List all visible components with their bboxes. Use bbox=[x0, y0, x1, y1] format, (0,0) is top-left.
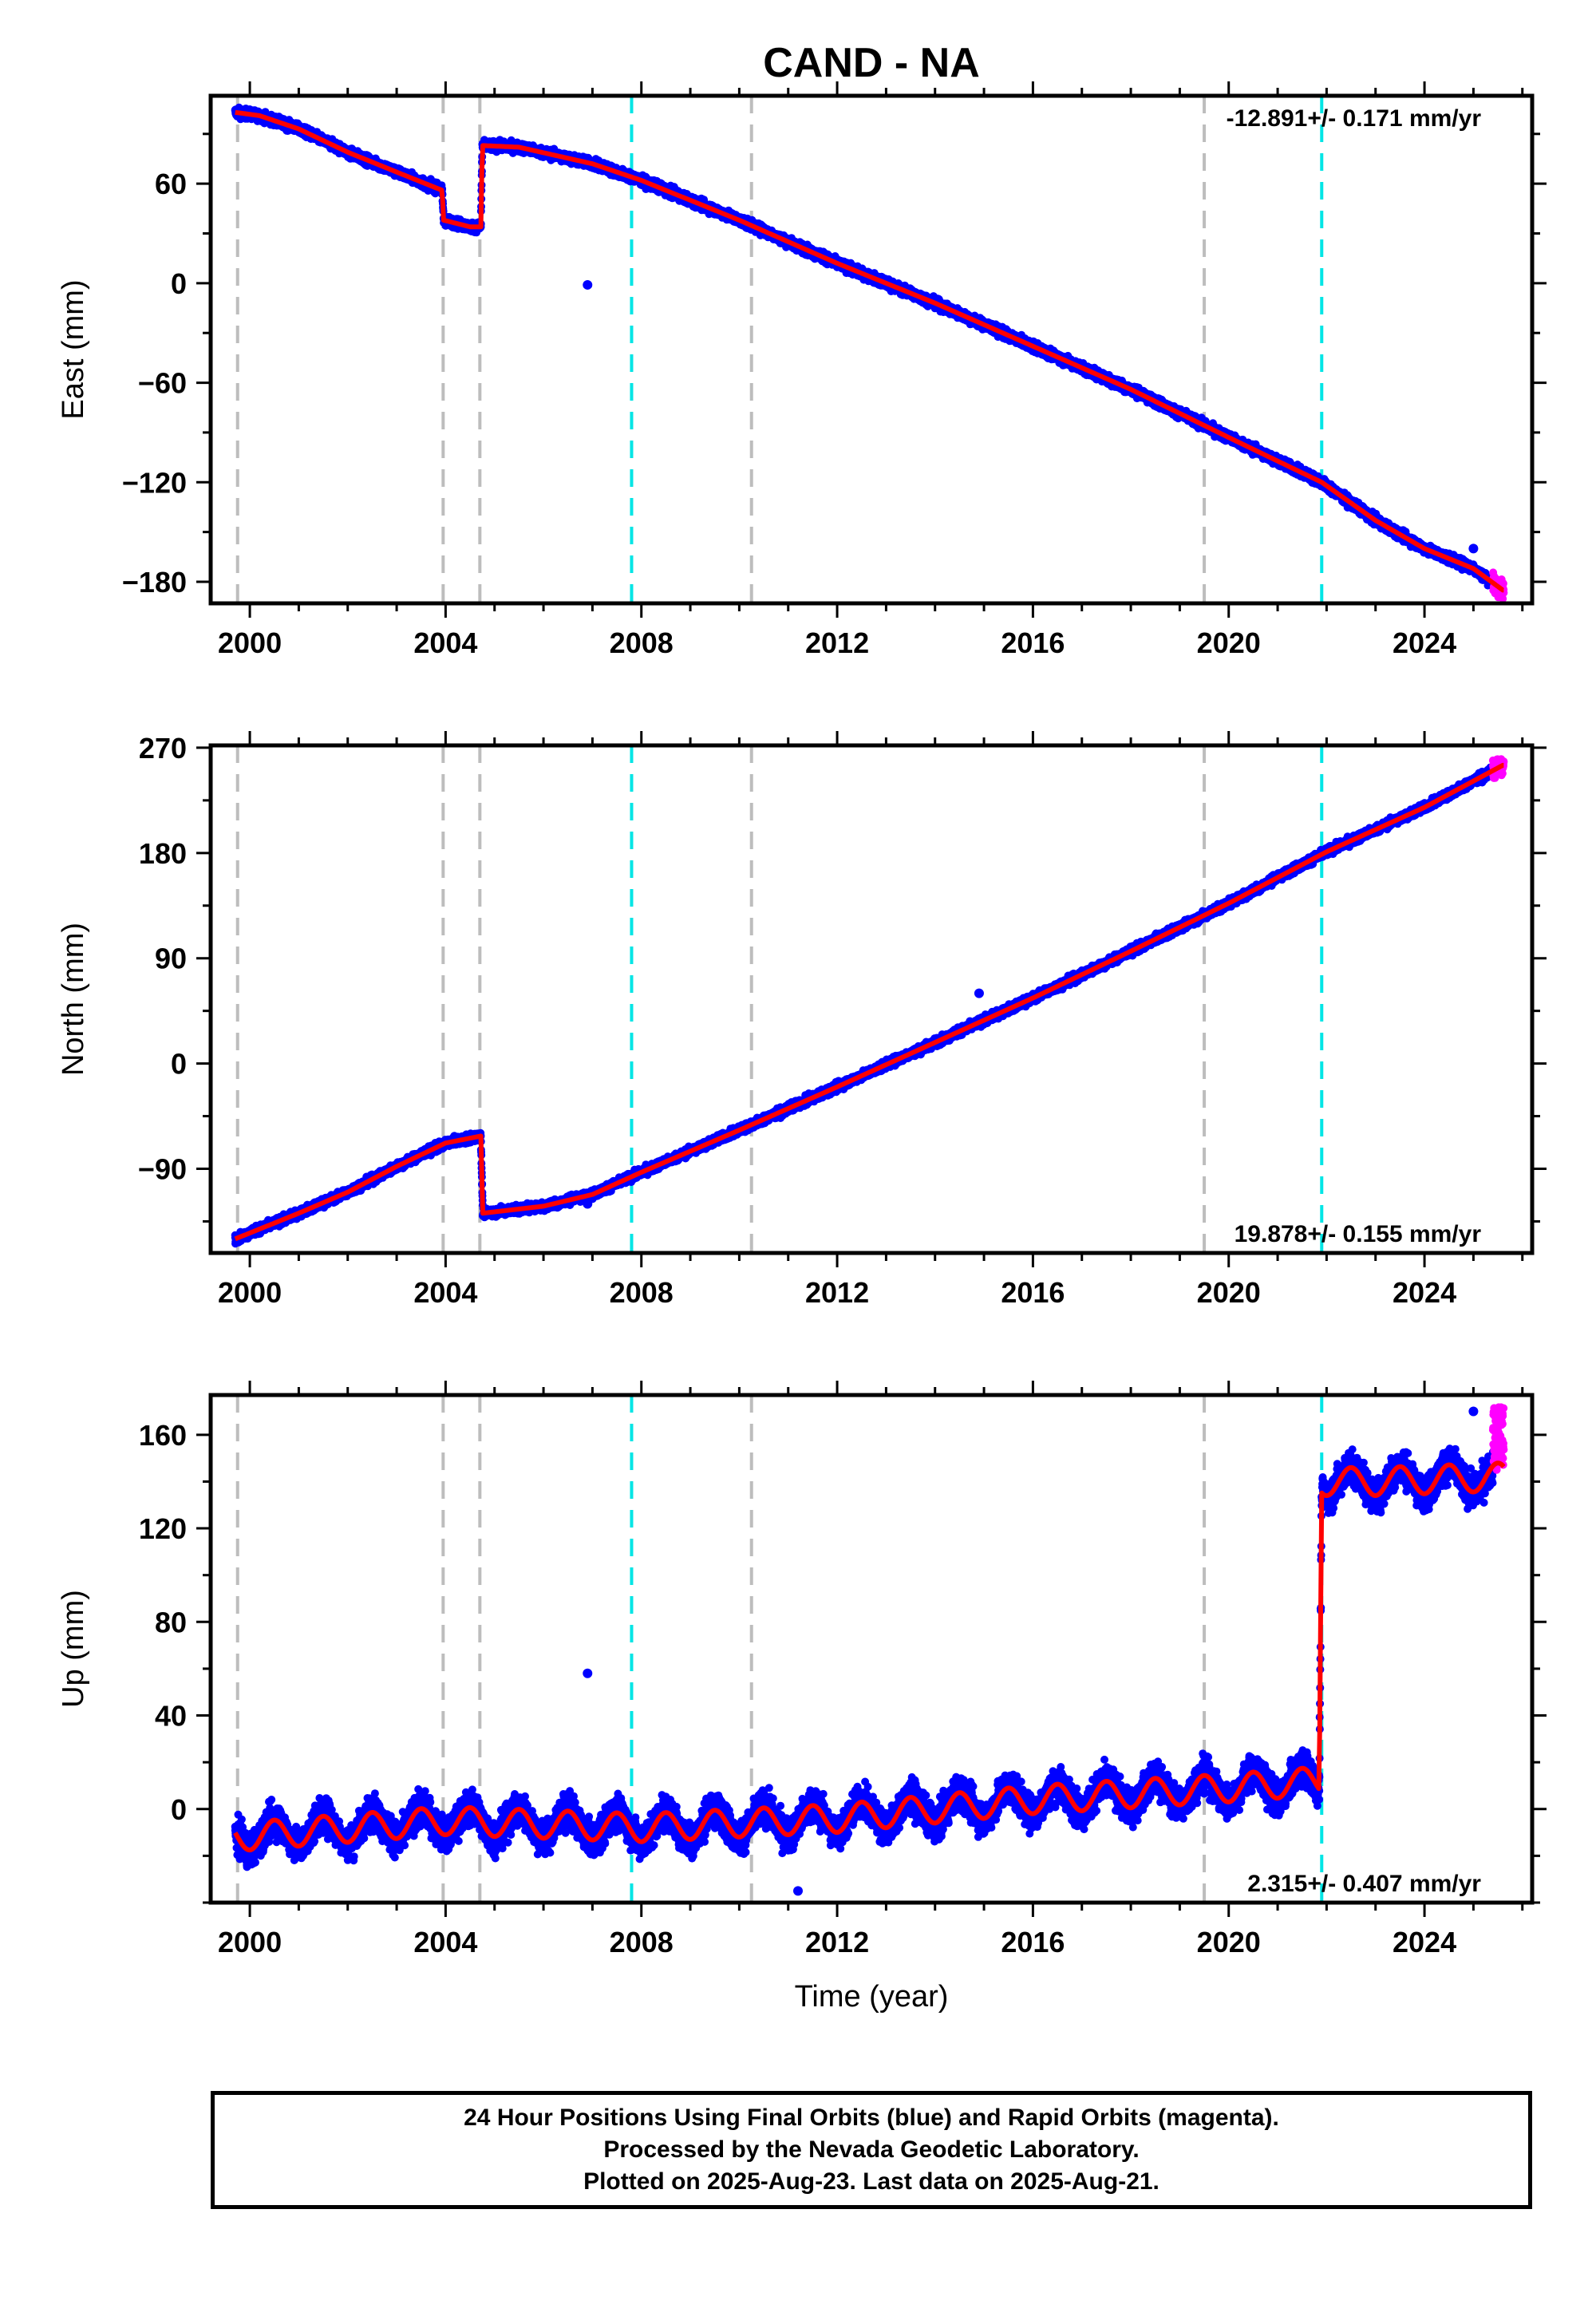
final-orbit-points bbox=[231, 103, 1497, 591]
chart-title: CAND - NA bbox=[763, 40, 980, 86]
plot-area bbox=[231, 96, 1508, 603]
east-panel: 2000 2004 2008 2012 2016 2020 2024600−60−120−1… bbox=[57, 81, 1547, 659]
